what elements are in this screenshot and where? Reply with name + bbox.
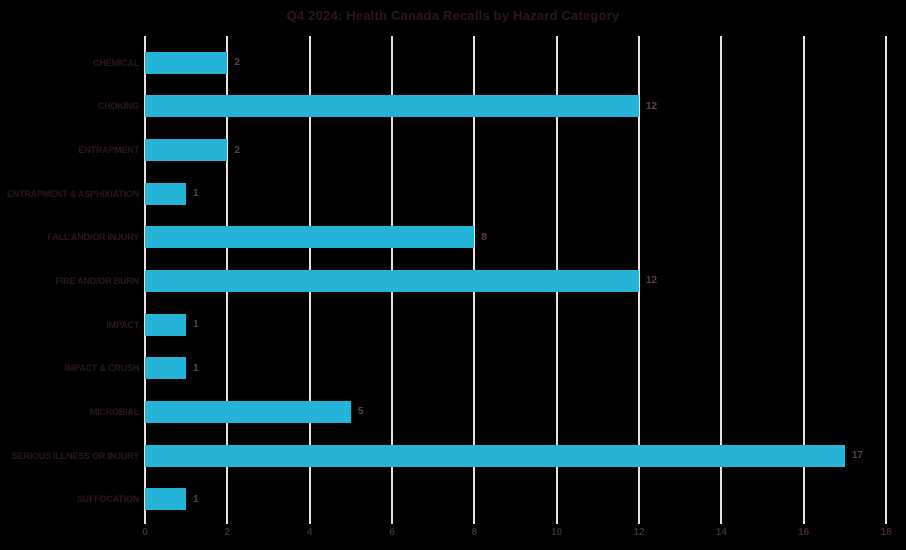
value-label: 1 xyxy=(193,188,199,200)
category-label: SUFFOCATION xyxy=(76,494,139,505)
bar-row: IMPACT & CRUSH 1 xyxy=(0,346,906,390)
bar xyxy=(145,226,475,249)
category-label: ENTRAPMENT & ASPHIXIATION xyxy=(6,188,139,199)
category-label: SERIOUS ILLNESS OR INJURY xyxy=(11,450,139,461)
gridline xyxy=(885,36,887,524)
bar xyxy=(145,51,228,74)
category-label: CHOKING xyxy=(97,101,139,112)
category-label: ENTRAPMENT xyxy=(78,145,140,156)
x-axis-tick-label: 2 xyxy=(224,527,231,538)
bar xyxy=(145,313,187,336)
bar-row: FIRE AND/OR BURN 12 xyxy=(0,259,906,303)
gridline xyxy=(802,36,805,524)
bar-row: CHEMICAL 2 xyxy=(0,41,906,85)
bar-row: CHOKING 12 xyxy=(0,85,906,129)
bar-row: SUFFOCATION 1 xyxy=(0,477,906,521)
x-axis-tick-label: 0 xyxy=(142,527,148,538)
category-label: FIRE AND/OR BURN xyxy=(55,275,140,286)
bar-row: ENTRAPMENT 2 xyxy=(0,128,906,172)
gridline xyxy=(720,36,723,524)
bar xyxy=(145,357,187,380)
value-label: 2 xyxy=(234,144,240,156)
value-label: 12 xyxy=(646,100,658,112)
value-label: 17 xyxy=(851,450,863,462)
value-label: 5 xyxy=(357,406,364,418)
value-label: 12 xyxy=(646,275,658,287)
bar xyxy=(145,400,351,423)
x-axis-tick-label: 14 xyxy=(715,527,727,538)
bar xyxy=(145,269,639,292)
bar-row: MICROBIAL 5 xyxy=(0,390,906,434)
bar xyxy=(145,139,228,162)
category-label: CHEMICAL xyxy=(93,57,139,68)
value-label: 8 xyxy=(481,231,487,243)
x-axis-tick-label: 18 xyxy=(880,527,892,538)
bar-row: FALL AND/OR INJURY 8 xyxy=(0,216,906,260)
gridline xyxy=(638,36,640,524)
bar-row: SERIOUS ILLNESS OR INJURY 17 xyxy=(0,434,906,478)
x-axis-tick-label: 12 xyxy=(633,527,645,538)
category-label: IMPACT xyxy=(106,319,139,330)
bar xyxy=(145,444,845,467)
value-label: 1 xyxy=(193,319,199,331)
value-label: 1 xyxy=(193,493,199,505)
bar xyxy=(145,95,639,118)
category-label: IMPACT & CRUSH xyxy=(64,363,139,374)
value-label: 2 xyxy=(234,57,240,69)
category-label: MICROBIAL xyxy=(89,406,139,417)
bar-row: ENTRAPMENT & ASPHIXIATION 1 xyxy=(0,172,906,216)
x-axis-tick-label: 8 xyxy=(471,527,478,538)
bar-row: IMPACT 1 xyxy=(0,303,906,347)
chart-title: Q4 2024: Health Canada Recalls by Hazard… xyxy=(286,8,620,23)
category-label: FALL AND/OR INJURY xyxy=(47,232,139,243)
bar xyxy=(145,182,187,205)
value-label: 1 xyxy=(193,362,199,374)
x-axis-tick-label: 10 xyxy=(551,527,563,538)
x-axis-tick-label: 16 xyxy=(798,527,810,538)
x-axis-tick-label: 4 xyxy=(306,527,313,538)
x-axis-tick-label: 6 xyxy=(389,527,395,538)
bar xyxy=(145,488,187,511)
